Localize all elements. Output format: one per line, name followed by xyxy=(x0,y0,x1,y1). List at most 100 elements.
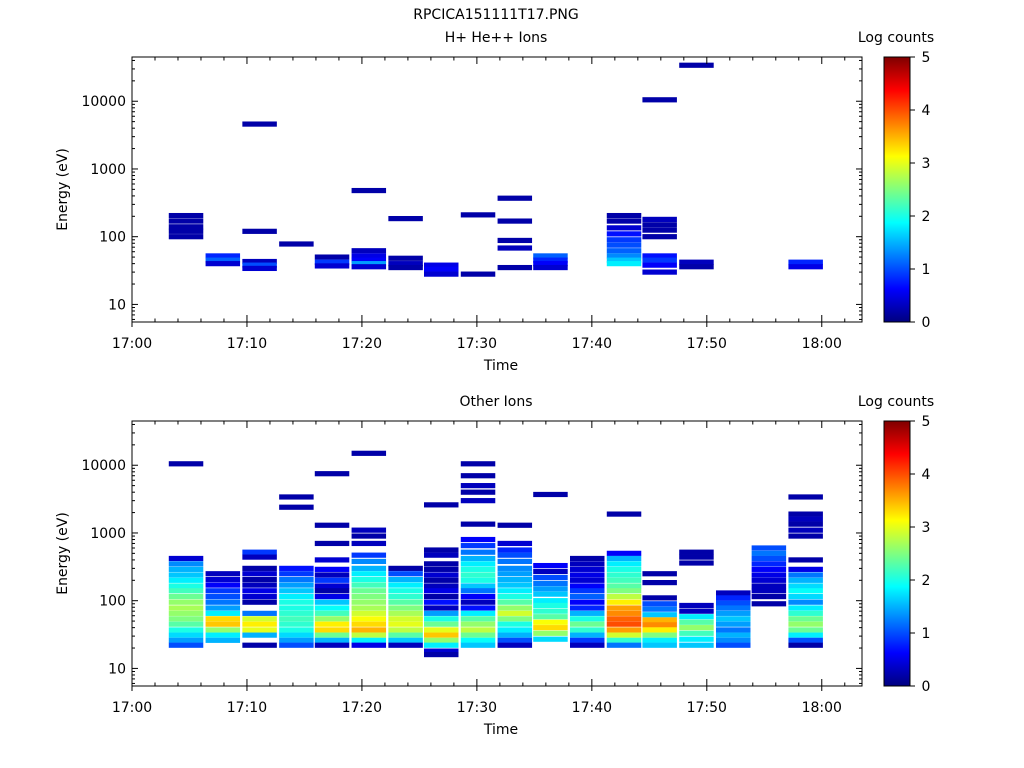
spectrogram-cell xyxy=(314,627,350,633)
spectrogram-cell xyxy=(168,642,204,648)
spectrogram-cell xyxy=(314,599,350,605)
spectrogram-cell xyxy=(606,248,642,254)
spectrogram-cell xyxy=(533,625,568,631)
spectrogram-cell xyxy=(314,593,350,600)
spectrogram-cell xyxy=(497,195,533,201)
spectrogram-cell xyxy=(168,632,204,638)
spectrogram-cell xyxy=(533,574,568,581)
spectrogram-cell xyxy=(424,599,459,605)
spectrogram-cell xyxy=(679,602,714,609)
spectrogram-cell xyxy=(788,577,823,583)
spectrogram-cell xyxy=(606,242,642,248)
spectrogram-cell xyxy=(788,516,823,522)
spectrogram-cell xyxy=(606,225,642,231)
spectrogram-cell xyxy=(788,521,823,527)
spectrogram-cell xyxy=(642,617,677,623)
spectrogram-cell xyxy=(533,614,568,620)
spectrogram-cell xyxy=(424,583,459,589)
spectrogram-cell xyxy=(388,264,423,271)
spectrogram-cell xyxy=(716,590,751,596)
plot-frame xyxy=(131,56,863,323)
spectrogram-cell xyxy=(497,558,533,565)
spectrogram-cell xyxy=(606,599,642,605)
spectrogram-cell xyxy=(424,642,459,648)
spectrogram-cell xyxy=(388,582,423,588)
spectrogram-cell xyxy=(388,576,423,583)
spectrogram-cell xyxy=(497,621,533,627)
spectrogram-cell xyxy=(788,494,823,500)
spectrogram-cell xyxy=(606,616,642,622)
spectrogram-cell xyxy=(351,571,387,577)
colorbar-tick-label: 3 xyxy=(922,156,931,172)
spectrogram-cell xyxy=(497,540,533,547)
spectrogram-cell xyxy=(424,627,459,633)
spectrogram-cell xyxy=(460,212,496,218)
spectrogram-cell xyxy=(460,627,496,633)
spectrogram-cell xyxy=(533,586,568,592)
spectrogram-cell xyxy=(751,593,787,600)
spectrogram-cell xyxy=(314,616,350,622)
colorbar-ticks: 0 1 2 3 4 5 xyxy=(910,414,931,695)
spectrogram-cell xyxy=(716,637,751,643)
spectrogram-cell xyxy=(388,642,423,648)
spectrogram-cell xyxy=(460,637,496,643)
spectrogram-cell xyxy=(460,489,496,495)
spectrogram-cell xyxy=(642,627,677,633)
x-tick-label: 17:00 xyxy=(112,700,152,716)
spectrogram-cell xyxy=(205,571,241,577)
spectrogram-cell xyxy=(642,571,677,577)
spectrogram-cell xyxy=(788,627,823,633)
spectrogram-cell xyxy=(788,642,823,648)
spectrogram-cell xyxy=(424,610,459,616)
spectrogram-cell xyxy=(788,605,823,611)
spectrogram-cell xyxy=(751,583,787,589)
spectrogram-cell xyxy=(570,642,605,648)
spectrogram-cell xyxy=(751,566,787,572)
spectrogram-cell xyxy=(533,636,568,642)
axes: 10 100 1000 10000 17:00 17:10 17:20 17:30 17:40 1… xyxy=(81,57,862,352)
spectrogram-cell xyxy=(533,491,568,498)
spectrogram-cell xyxy=(351,610,387,616)
spectrogram-cell xyxy=(751,577,787,583)
x-tick-label: 17:50 xyxy=(687,700,727,716)
spectrogram-cell xyxy=(716,610,751,616)
spectrogram-cell xyxy=(314,577,350,583)
spectrogram-cell xyxy=(751,561,787,567)
spectrogram-cell xyxy=(388,616,423,622)
spectrogram-cell xyxy=(679,642,714,648)
spectrogram-cell xyxy=(570,572,605,578)
spectrogram-cell xyxy=(242,565,277,571)
x-tick-label: 17:40 xyxy=(572,700,612,716)
spectrogram-cell xyxy=(642,253,677,259)
panel-title: Other Ions xyxy=(459,394,532,410)
figure-title: RPCICA151111T17.PNG xyxy=(413,7,578,23)
spectrogram-cell xyxy=(168,588,204,594)
spectrogram-cell xyxy=(751,545,787,551)
spectrogram-cell xyxy=(788,259,823,265)
spectrogram-cell xyxy=(279,241,314,247)
spectrogram-cell xyxy=(460,577,496,583)
spectrogram-cell xyxy=(279,599,314,605)
x-tick-label: 17:10 xyxy=(227,700,267,716)
spectrogram-cell xyxy=(424,651,459,658)
spectrogram-cell xyxy=(533,619,568,625)
spectrogram-cell xyxy=(570,566,605,572)
spectrogram-cell xyxy=(279,616,314,622)
spectrogram-cell xyxy=(497,571,533,577)
spectrogram-cell xyxy=(351,257,387,263)
x-tick-label: 17:20 xyxy=(342,700,382,716)
spectrogram-cell xyxy=(533,261,568,267)
spectrogram-cell xyxy=(642,262,677,268)
spectrogram-cell xyxy=(205,616,241,622)
spectrogram-cell xyxy=(388,588,423,594)
spectrogram-cell xyxy=(788,557,823,563)
spectrogram-cells xyxy=(168,450,823,658)
spectrogram-cell xyxy=(497,616,533,622)
spectrogram-cell xyxy=(533,257,568,263)
spectrogram-cell xyxy=(642,234,677,240)
spectrogram-cell xyxy=(716,621,751,627)
spectrogram-cell xyxy=(388,593,423,600)
spectrogram-cell xyxy=(533,591,568,597)
spectrogram-cell xyxy=(351,450,387,456)
spectrogram-cell xyxy=(388,627,423,633)
